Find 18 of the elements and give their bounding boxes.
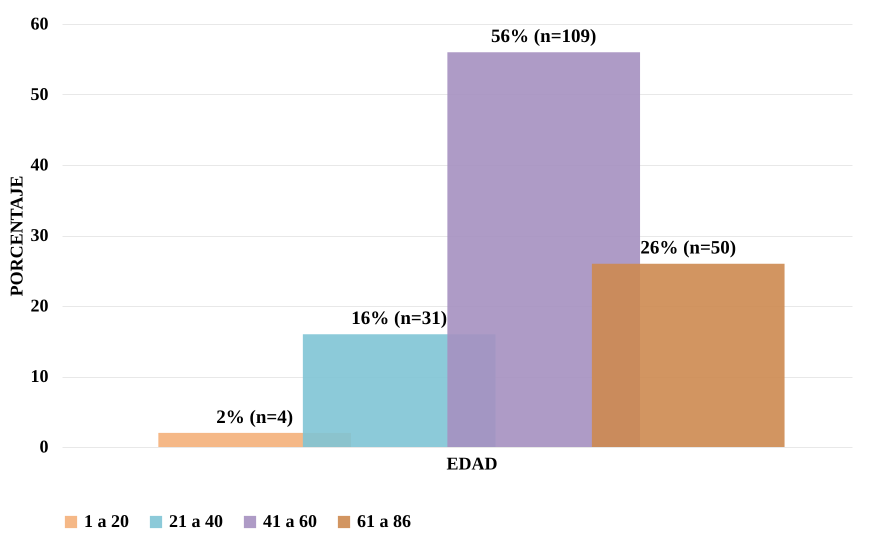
legend-label: 21 a 40 <box>169 511 223 531</box>
legend-label: 61 a 86 <box>357 511 411 531</box>
y-tick-label: 0 <box>40 436 48 456</box>
y-tick-label: 40 <box>30 154 48 174</box>
data-label: 2% (n=4) <box>216 406 294 428</box>
data-label: 26% (n=50) <box>640 238 736 259</box>
data-label: 16% (n=31) <box>351 308 448 330</box>
y-tick-label: 20 <box>30 296 48 316</box>
bar <box>592 264 785 447</box>
y-tick-label: 60 <box>30 14 48 34</box>
y-axis-title: PORCENTAJE <box>6 176 26 296</box>
legend-label: 1 a 20 <box>84 511 129 531</box>
data-label: 56% (n=109) <box>491 26 596 48</box>
y-tick-label: 30 <box>30 225 48 245</box>
y-tick-label: 50 <box>30 84 48 104</box>
legend-label: 41 a 60 <box>263 511 317 531</box>
x-tick-label: EDAD <box>446 454 498 474</box>
y-tick-label: 10 <box>30 366 48 386</box>
